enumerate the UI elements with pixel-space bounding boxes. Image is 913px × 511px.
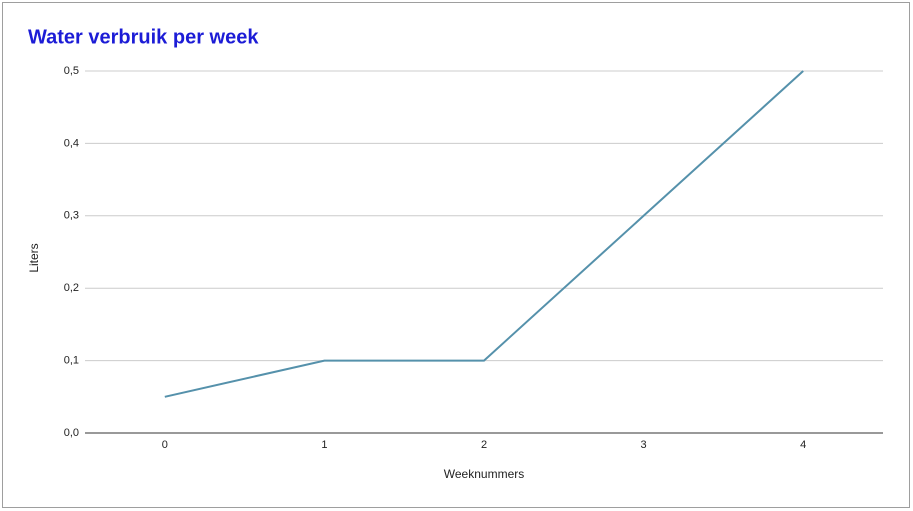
x-tick-label: 2 <box>481 439 487 451</box>
y-tick-label: 0,2 <box>64 282 79 294</box>
x-tick-label: 1 <box>321 439 327 451</box>
y-tick-label: 0,0 <box>64 427 79 439</box>
y-tick-label: 0,1 <box>64 355 79 367</box>
y-axis-label: Liters <box>27 243 41 272</box>
y-tick-label: 0,5 <box>64 65 79 77</box>
y-tick-label: 0,4 <box>64 137 79 149</box>
x-tick-label: 0 <box>162 439 168 451</box>
chart-title: Water verbruik per week <box>28 26 259 48</box>
x-axis-label: Weeknummers <box>444 467 524 481</box>
x-tick-label: 4 <box>800 439 806 451</box>
x-tick-label: 3 <box>641 439 647 451</box>
y-tick-label: 0,3 <box>64 210 79 222</box>
data-line <box>164 70 804 398</box>
